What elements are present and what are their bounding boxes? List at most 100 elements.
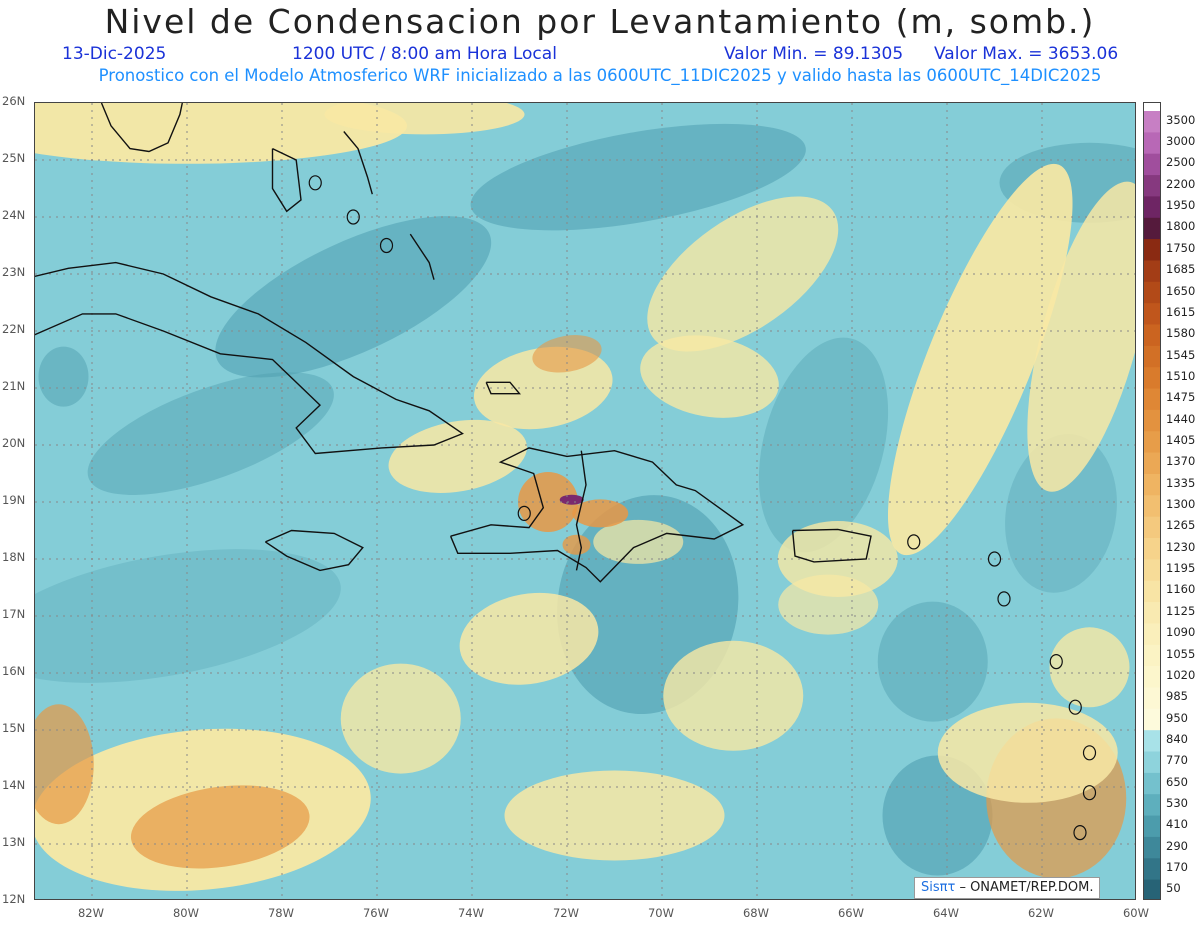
colorbar-label: 1300 bbox=[1166, 497, 1196, 511]
colorbar-swatch bbox=[1144, 431, 1160, 454]
model-info: Pronostico con el Modelo Atmosferico WRF… bbox=[98, 66, 1102, 85]
colorbar-label: 840 bbox=[1166, 731, 1188, 746]
colorbar-swatch bbox=[1144, 260, 1160, 283]
colorbar-label: 1090 bbox=[1166, 625, 1196, 640]
island-outline bbox=[308, 175, 322, 191]
colorbar-label: 1195 bbox=[1166, 561, 1196, 576]
colorbar-swatch bbox=[1144, 175, 1160, 197]
colorbar-label: 1685 bbox=[1166, 262, 1196, 277]
colorbar-label: 1125 bbox=[1166, 603, 1196, 618]
forecast-date: 13-Dic-2025 bbox=[62, 44, 167, 64]
colorbar-swatch bbox=[1144, 281, 1160, 304]
colorbar-swatch bbox=[1144, 111, 1160, 133]
field-patch bbox=[758, 337, 889, 553]
colorbar-swatch bbox=[1144, 879, 1160, 899]
field-patch bbox=[35, 103, 407, 164]
longitude-label: 64W bbox=[932, 906, 959, 920]
colorbar-swatch bbox=[1144, 794, 1160, 817]
map-title: Nivel de Condensacion por Levantamiento … bbox=[104, 2, 1096, 41]
colorbar-label: 1650 bbox=[1166, 283, 1196, 298]
longitude-label: 78W bbox=[267, 906, 294, 920]
field-patch bbox=[38, 346, 89, 407]
island-outline bbox=[517, 505, 531, 521]
colorbar-swatch bbox=[1144, 687, 1160, 710]
colorbar-label: 1440 bbox=[1166, 411, 1196, 426]
field-patch bbox=[1027, 181, 1135, 492]
island-outline bbox=[379, 237, 394, 254]
colorbar-swatch bbox=[1144, 730, 1160, 753]
cuba-coast bbox=[35, 261, 464, 455]
field-patch bbox=[470, 123, 806, 231]
colorbar-label: 530 bbox=[1166, 795, 1188, 810]
long-island-coast bbox=[409, 233, 435, 280]
colorbar-label: 1580 bbox=[1166, 326, 1196, 341]
colorbar-swatch bbox=[1144, 623, 1160, 646]
colorbar-swatch bbox=[1144, 559, 1160, 582]
colorbar-label: 650 bbox=[1166, 774, 1188, 789]
colorbar-label: 1750 bbox=[1166, 240, 1196, 255]
colorbar-label: 1475 bbox=[1166, 390, 1196, 405]
field-patch bbox=[130, 785, 310, 869]
colorbar-swatch bbox=[1144, 153, 1160, 176]
andros-coast bbox=[271, 147, 302, 213]
field-patch bbox=[532, 335, 602, 373]
latitude-label: 21N bbox=[2, 379, 26, 393]
colorbar-swatch bbox=[1144, 303, 1160, 326]
latitude-label: 24N bbox=[2, 208, 26, 222]
latitude-label: 20N bbox=[2, 436, 26, 450]
island-outline bbox=[1049, 653, 1063, 670]
island-outline bbox=[1082, 745, 1097, 761]
credit-badge: Sisπτ – ONAMET/REP.DOM. bbox=[914, 877, 1101, 899]
jamaica-coast bbox=[265, 529, 364, 572]
field-patch bbox=[324, 103, 525, 135]
max-value: Valor Max. = 3653.06 bbox=[934, 44, 1119, 64]
map-panel bbox=[34, 102, 1136, 900]
colorbar-swatch bbox=[1144, 602, 1160, 624]
colorbar-label: 1510 bbox=[1166, 368, 1196, 383]
latitude-label: 19N bbox=[2, 493, 26, 507]
eleuthera-coast bbox=[343, 131, 373, 195]
longitude-label: 82W bbox=[77, 906, 104, 920]
island-outline bbox=[346, 209, 360, 225]
longitude-label: 72W bbox=[552, 906, 579, 920]
colorbar-swatch bbox=[1144, 452, 1160, 475]
latitude-label: 26N bbox=[2, 94, 26, 108]
colorbar-label: 1160 bbox=[1166, 582, 1196, 597]
longitude-label: 62W bbox=[1027, 906, 1054, 920]
colorbar-label: 985 bbox=[1166, 689, 1188, 704]
field-patch bbox=[663, 640, 804, 751]
latitude-label: 15N bbox=[2, 721, 26, 735]
latitude-label: 23N bbox=[2, 265, 26, 279]
colorbar-swatch bbox=[1144, 836, 1160, 859]
longitude-label: 80W bbox=[172, 906, 199, 920]
colorbar-swatch bbox=[1144, 132, 1160, 155]
field-patch bbox=[87, 372, 334, 495]
field-patch bbox=[504, 770, 725, 861]
colorbar-label: 2200 bbox=[1166, 176, 1196, 191]
colorbar-swatch bbox=[1144, 196, 1160, 219]
field-patch bbox=[1005, 434, 1117, 593]
haiti-border bbox=[575, 450, 587, 571]
credit-text: – ONAMET/REP.DOM. bbox=[959, 880, 1094, 895]
min-value: Valor Min. = 89.1305 bbox=[724, 44, 904, 64]
latitude-label: 22N bbox=[2, 322, 26, 336]
colorbar-label: 410 bbox=[1166, 817, 1188, 832]
colorbar-label: 950 bbox=[1166, 710, 1188, 725]
island-outline bbox=[987, 551, 1002, 567]
maximum-patch bbox=[559, 494, 584, 505]
colorbar-label: 3500 bbox=[1166, 112, 1196, 127]
field-patch bbox=[388, 419, 527, 493]
longitude-label: 60W bbox=[1122, 906, 1149, 920]
colorbar-swatch bbox=[1144, 751, 1160, 774]
colorbar-label: 1230 bbox=[1166, 539, 1196, 554]
colorbar-label: 1335 bbox=[1166, 475, 1196, 490]
colorbar-label: 1020 bbox=[1166, 667, 1196, 682]
field-patch bbox=[778, 574, 879, 635]
colorbar-swatch bbox=[1144, 538, 1160, 560]
hispaniola-coast bbox=[449, 447, 745, 583]
colorbar-swatch bbox=[1144, 474, 1160, 496]
field-patch bbox=[459, 592, 599, 685]
colorbar-label: 1545 bbox=[1166, 347, 1196, 362]
latitude-label: 13N bbox=[2, 835, 26, 849]
latitude-label: 16N bbox=[2, 664, 26, 678]
